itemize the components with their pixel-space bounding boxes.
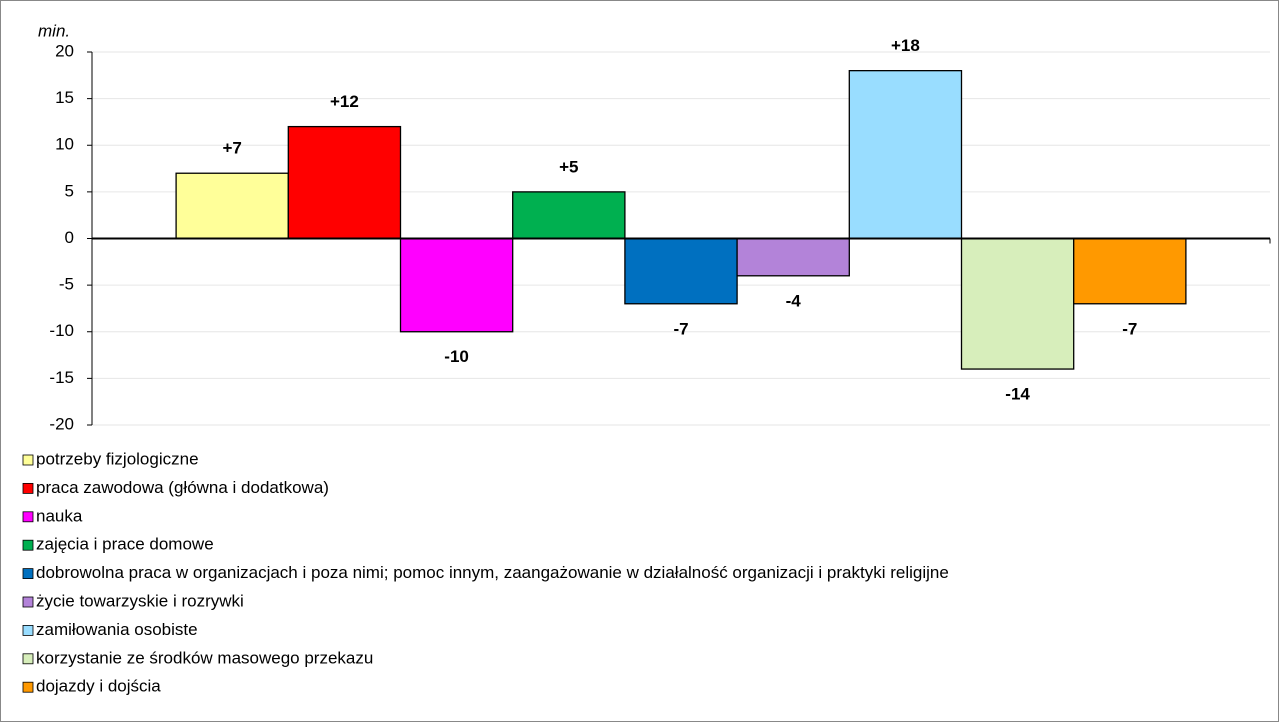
data-label: +7	[223, 139, 242, 158]
y-tick-label: -15	[49, 368, 74, 387]
bar	[736, 237, 850, 277]
data-label: -7	[1122, 319, 1137, 338]
legend-label: życie towarzyskie i rozrywki	[36, 591, 244, 610]
legend-swatch	[22, 681, 34, 693]
legend-label: zajęcia i prace domowe	[36, 535, 214, 554]
legend-swatch	[22, 568, 34, 579]
legend-label: dojazdy i dojścia	[36, 677, 161, 696]
legend-swatch	[22, 511, 34, 523]
y-axis-label: min.	[38, 21, 70, 40]
data-label: +12	[330, 92, 359, 111]
legend-swatch	[22, 625, 34, 636]
y-tick-label: 0	[65, 228, 74, 247]
bar	[960, 237, 1075, 370]
y-tick-label: 15	[55, 88, 74, 107]
legend-label: korzystanie ze środków masowego przekazu	[36, 648, 373, 667]
bar	[848, 70, 963, 240]
bar	[1073, 237, 1187, 305]
legend-label: potrzeby fizjologiczne	[36, 449, 199, 468]
data-label: -4	[786, 291, 802, 310]
legend-swatch	[22, 539, 34, 551]
legend-label: nauka	[36, 506, 83, 525]
y-tick-label: -10	[49, 321, 74, 340]
y-tick-label: -5	[59, 275, 74, 294]
bar	[287, 125, 402, 240]
bar	[624, 237, 738, 305]
legend-swatch	[22, 653, 34, 665]
bar	[175, 172, 289, 240]
legend-swatch	[22, 596, 34, 608]
data-label: +18	[891, 36, 920, 55]
data-label: -7	[673, 319, 688, 338]
y-tick-label: 10	[55, 135, 74, 154]
legend-swatch	[22, 482, 34, 494]
bar	[399, 237, 514, 333]
data-label: -14	[1005, 385, 1030, 404]
legend-swatch	[22, 454, 34, 466]
data-label: -10	[444, 347, 469, 366]
legend-label: zamiłowania osobiste	[36, 620, 198, 639]
y-tick-label: 20	[55, 41, 74, 60]
y-tick-label: -20	[49, 414, 74, 433]
y-tick-label: 5	[65, 181, 74, 200]
legend-label: praca zawodowa (główna i dodatkowa)	[36, 478, 329, 497]
data-label: +5	[559, 157, 578, 176]
bar	[512, 191, 626, 240]
legend-label: dobrowolna praca w organizacjach i poza …	[36, 563, 949, 582]
